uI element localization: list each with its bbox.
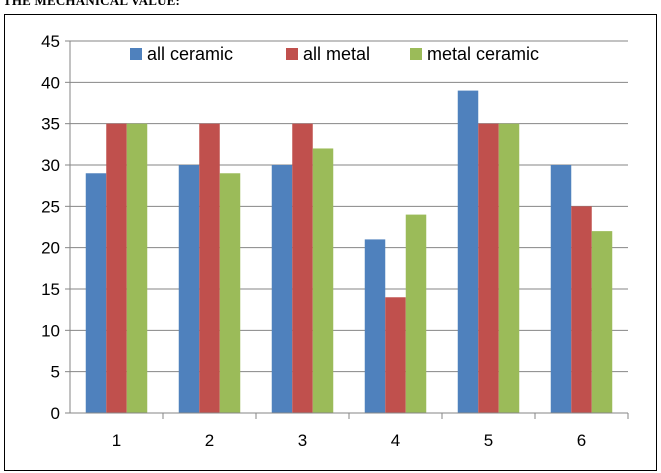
- gridlines: [70, 40, 628, 373]
- x-tick-label: 5: [484, 431, 493, 450]
- bar: [571, 206, 592, 413]
- bars: [85, 90, 613, 414]
- bar: [385, 297, 406, 413]
- axes: [65, 40, 629, 419]
- bar: [457, 90, 479, 413]
- legend-marker: [286, 48, 298, 60]
- y-tick-label: 0: [51, 404, 60, 423]
- y-tick-label: 15: [41, 280, 60, 299]
- bar: [199, 123, 220, 414]
- bar: [271, 165, 293, 413]
- bar: [498, 123, 520, 414]
- bar: [478, 123, 499, 414]
- bar: [126, 123, 148, 414]
- y-tick-label: 40: [41, 73, 60, 92]
- y-tick-label: 10: [41, 321, 60, 340]
- y-tick-labels: 0 5 10 15 20 25 30 35 40 45: [41, 32, 60, 423]
- legend-marker: [410, 48, 422, 60]
- bar: [364, 239, 386, 413]
- bar: [405, 214, 427, 413]
- x-tick-labels: 1 2 3 4 5 6: [112, 431, 586, 450]
- bar: [550, 165, 572, 413]
- legend-marker: [130, 48, 142, 60]
- y-tick-label: 35: [41, 115, 60, 134]
- chart-heading: THE MECHANICAL VALUE:: [3, 0, 181, 8]
- y-tick-label: 5: [51, 363, 60, 382]
- bar: [591, 231, 613, 413]
- bar: [106, 123, 127, 414]
- bar: [219, 173, 241, 413]
- y-tick-label: 20: [41, 239, 60, 258]
- x-tick-label: 4: [391, 431, 400, 450]
- bar: [178, 165, 200, 413]
- bar: [312, 148, 334, 413]
- legend: all ceramic all metal metal ceramic: [130, 44, 539, 64]
- legend-label: metal ceramic: [427, 44, 539, 64]
- legend-label: all metal: [303, 44, 370, 64]
- y-tick-label: 25: [41, 197, 60, 216]
- x-tick-label: 1: [112, 431, 121, 450]
- legend-label: all ceramic: [147, 44, 233, 64]
- y-tick-label: 45: [41, 32, 60, 51]
- bar: [85, 173, 107, 413]
- x-tick-label: 6: [577, 431, 586, 450]
- y-tick-label: 30: [41, 156, 60, 175]
- x-tick-label: 2: [205, 431, 214, 450]
- x-tick-label: 3: [298, 431, 307, 450]
- bar: [292, 123, 313, 414]
